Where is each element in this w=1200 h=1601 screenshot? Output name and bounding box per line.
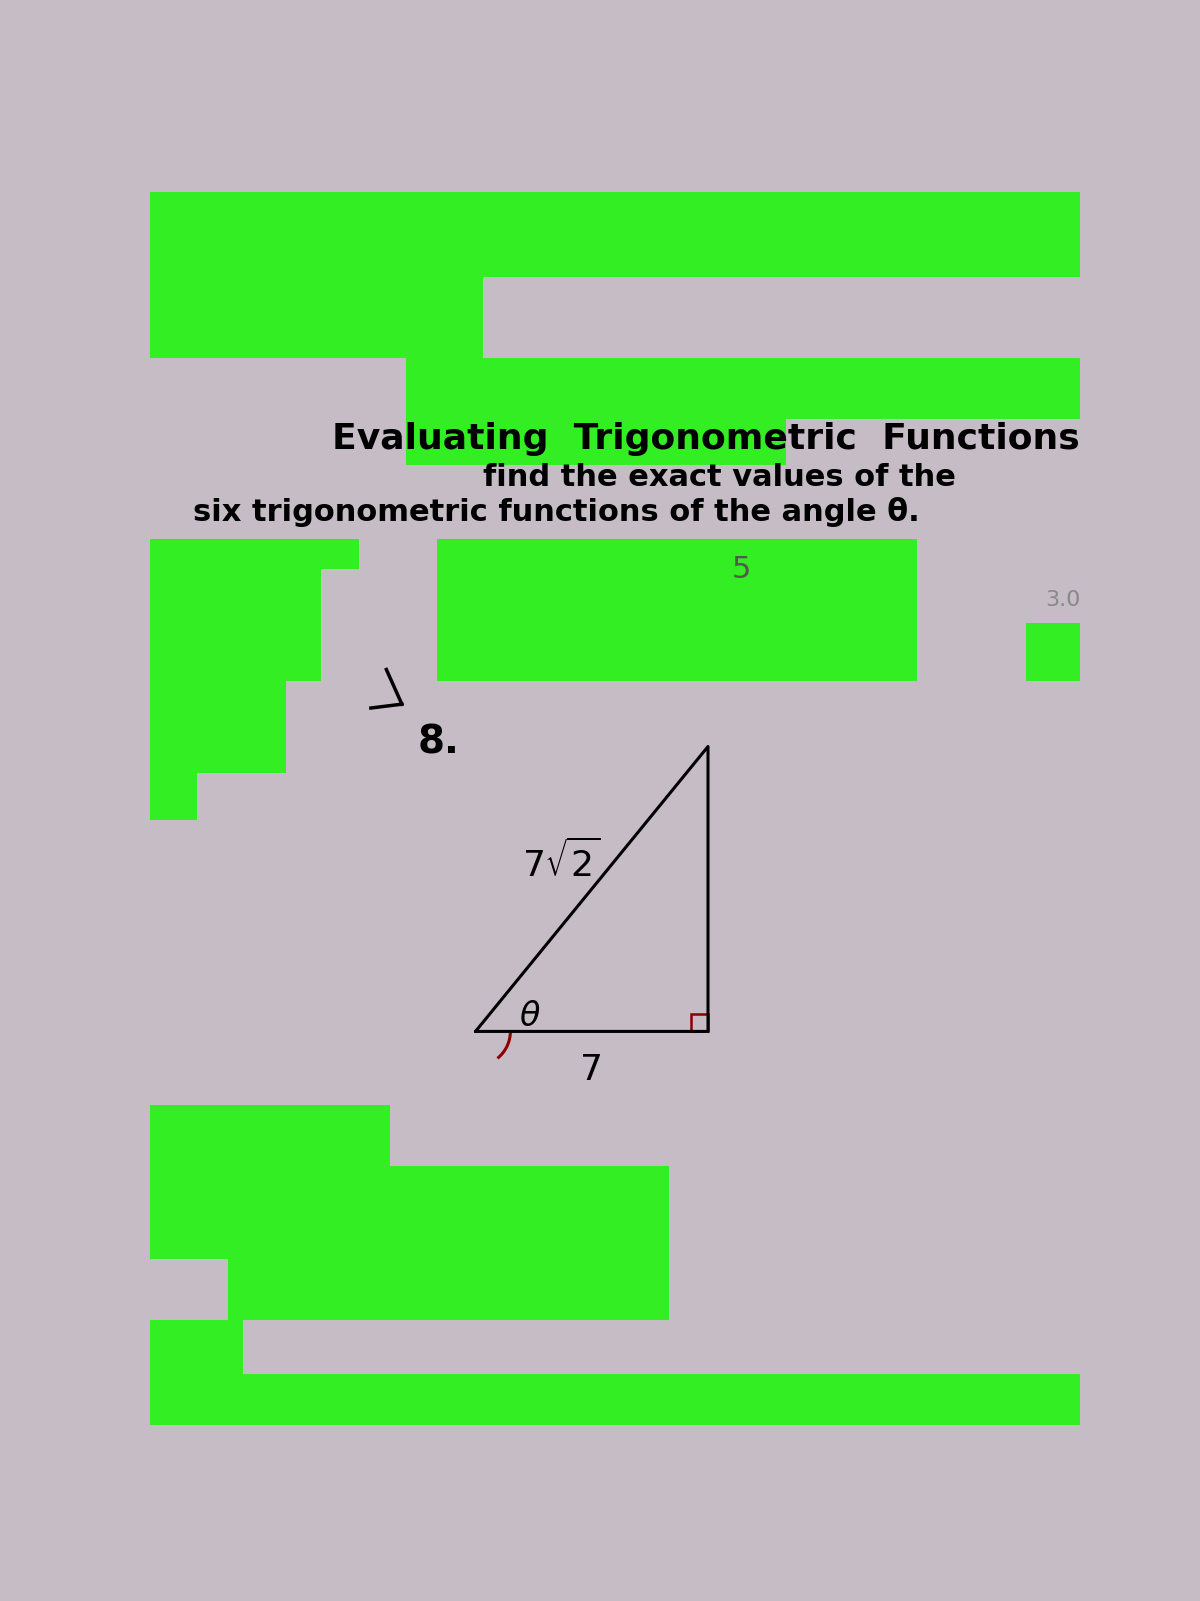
- Bar: [228, 1166, 670, 1321]
- Bar: [691, 1015, 708, 1031]
- Bar: [1026, 623, 1080, 680]
- Text: find the exact values of the: find the exact values of the: [484, 463, 956, 492]
- Bar: [150, 680, 286, 773]
- Bar: [150, 1166, 242, 1258]
- Text: 7: 7: [581, 1053, 604, 1087]
- Text: 5: 5: [731, 556, 751, 584]
- Text: Evaluating  Trigonometric  Functions: Evaluating Trigonometric Functions: [332, 421, 1080, 456]
- Bar: [150, 773, 197, 820]
- Bar: [150, 1321, 242, 1425]
- Bar: [320, 538, 359, 570]
- Text: six trigonometric functions of the angle θ.: six trigonometric functions of the angle…: [193, 496, 919, 527]
- Bar: [406, 419, 786, 466]
- Bar: [150, 1374, 1080, 1425]
- Bar: [437, 538, 917, 680]
- Text: $7\sqrt{2}$: $7\sqrt{2}$: [522, 841, 600, 884]
- Bar: [150, 1105, 390, 1166]
- Bar: [150, 277, 484, 357]
- Text: 3.0: 3.0: [1045, 591, 1080, 610]
- Text: 8.: 8.: [418, 724, 460, 762]
- Bar: [150, 538, 320, 680]
- Bar: [150, 192, 1080, 277]
- Bar: [406, 357, 1080, 419]
- Text: $\theta$: $\theta$: [518, 999, 541, 1033]
